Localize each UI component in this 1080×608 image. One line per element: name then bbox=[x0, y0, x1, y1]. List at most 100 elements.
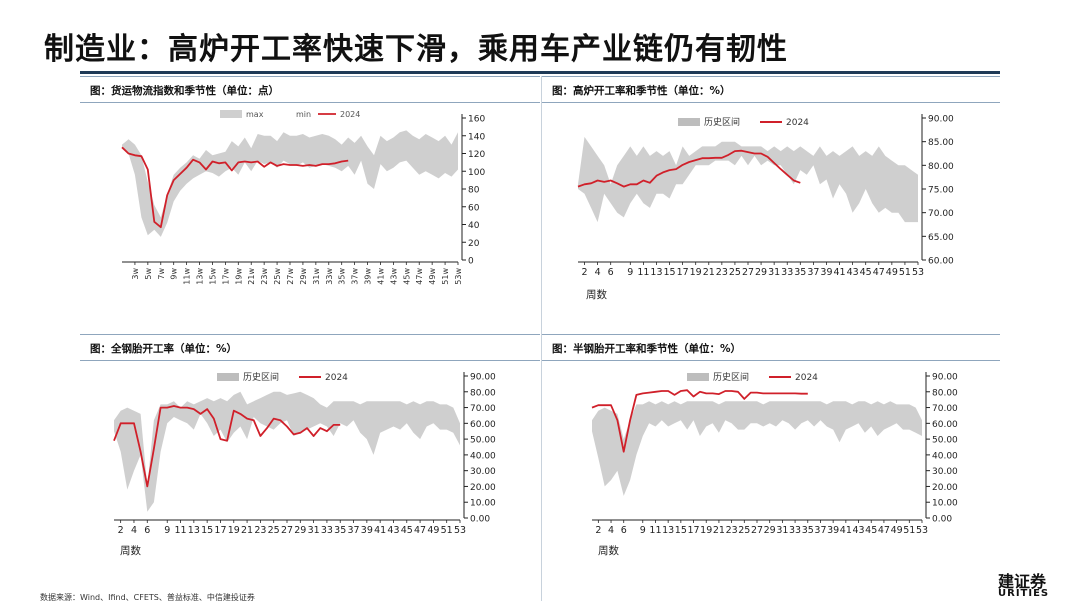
y-tick-label: 50.00 bbox=[932, 436, 958, 446]
y-tick-label: 0.00 bbox=[470, 515, 490, 525]
x-tick-label: 2 bbox=[582, 267, 588, 278]
chart-title: 图：全钢胎开工率（单位：%） bbox=[90, 343, 238, 355]
legend-label: 历史区间 bbox=[713, 371, 749, 383]
x-tick-label: 13 bbox=[650, 267, 662, 278]
broker-logo-text: 建证券 bbox=[998, 572, 1047, 591]
series-line-2024 bbox=[113, 405, 341, 488]
x-tick-label: 33 bbox=[789, 525, 801, 536]
x-tick-label: 11 bbox=[637, 267, 649, 278]
legend-swatch-max bbox=[220, 110, 242, 118]
x-tick-label: 23w bbox=[260, 268, 269, 285]
chart-title: 图：货运物流指数和季节性（单位：点） bbox=[90, 85, 279, 97]
history-range-band bbox=[114, 391, 460, 512]
legend-swatch-min bbox=[278, 110, 292, 118]
x-tick-label: 53 bbox=[454, 525, 466, 536]
x-axis-title: 周数 bbox=[120, 544, 141, 557]
panel-title-rule bbox=[80, 102, 540, 103]
legend-label: 2024 bbox=[325, 373, 348, 383]
x-tick-label: 11 bbox=[174, 525, 186, 536]
x-tick-label: 47w bbox=[415, 268, 424, 285]
legend-label: 2024 bbox=[795, 373, 818, 383]
x-tick-label: 21 bbox=[713, 525, 725, 536]
x-tick-label: 29 bbox=[755, 267, 767, 278]
x-tick-label: 29 bbox=[294, 525, 306, 536]
x-tick-label: 39w bbox=[364, 268, 373, 285]
x-tick-label: 25 bbox=[268, 525, 280, 536]
x-tick-label: 45 bbox=[860, 267, 872, 278]
x-tick-label: 49 bbox=[427, 525, 439, 536]
all-steel-tire-chart: 0.00 10.00 20.00 30.00 40.00 50.00 60.00 70.00 8… bbox=[113, 371, 496, 557]
y-tick-label: 80.00 bbox=[928, 162, 954, 172]
y-tick-label: 70.00 bbox=[932, 404, 958, 414]
panel-freight: 图：货运物流指数和季节性（单位：点） 0 20 40 60 80 100 120 140 160… bbox=[80, 76, 540, 326]
x-tick-label: 15 bbox=[663, 267, 675, 278]
x-tick-label: 51 bbox=[899, 267, 911, 278]
x-tick-label: 11 bbox=[649, 525, 661, 536]
x-tick-label: 25w bbox=[273, 268, 282, 285]
y-tick-label: 100 bbox=[468, 168, 485, 178]
panel-top-rule bbox=[80, 76, 540, 77]
page-title: 制造业：高炉开工率快速下滑，乘用车产业链仍有韧性 bbox=[44, 32, 788, 67]
x-tick-label: 37 bbox=[814, 525, 826, 536]
panel-semi-steel-tire: 图：半钢胎开工率和季节性（单位：%） 0.00 10.00 20.00 30.00 40… bbox=[542, 334, 1000, 584]
x-tick-label: 43 bbox=[852, 525, 864, 536]
x-tick-label: 47 bbox=[414, 525, 426, 536]
x-tick-label: 31w bbox=[312, 268, 321, 285]
x-tick-label: 15 bbox=[675, 525, 687, 536]
x-tick-label: 19 bbox=[690, 267, 702, 278]
y-tick-label: 40.00 bbox=[470, 451, 496, 461]
y-tick-label: 30.00 bbox=[470, 467, 496, 477]
panel-divider bbox=[541, 76, 542, 601]
x-tick-label: 6 bbox=[621, 525, 627, 536]
x-tick-label: 4 bbox=[608, 525, 614, 536]
x-tick-label: 33 bbox=[321, 525, 333, 536]
x-tick-label: 29 bbox=[764, 525, 776, 536]
x-tick-label: 47 bbox=[873, 267, 885, 278]
x-tick-label: 53 bbox=[912, 267, 924, 278]
x-tick-label: 41w bbox=[377, 268, 386, 285]
x-tick-label: 3w bbox=[131, 268, 140, 280]
x-tick-label: 45 bbox=[865, 525, 877, 536]
x-tick-label: 37 bbox=[807, 267, 819, 278]
history-range-band bbox=[578, 136, 918, 223]
y-tick-label: 90.00 bbox=[932, 373, 958, 383]
x-tick-label: 45 bbox=[401, 525, 413, 536]
y-tick-label: 60 bbox=[468, 203, 480, 213]
x-tick-label: 13 bbox=[188, 525, 200, 536]
x-axis-title: 周数 bbox=[598, 544, 619, 557]
x-tick-label: 4 bbox=[131, 525, 137, 536]
panel-blast-furnace: 图：高炉开工率和季节性（单位：%） 60.00 65.00 70.00 75.00 80… bbox=[542, 76, 1000, 326]
x-tick-label: 9 bbox=[164, 525, 170, 536]
semi-steel-tire-chart: 0.00 10.00 20.00 30.00 40.00 50.00 60.00 70.00 8… bbox=[591, 371, 958, 557]
x-tick-label: 25 bbox=[738, 525, 750, 536]
x-tick-label: 17 bbox=[214, 525, 226, 536]
x-tick-label: 51 bbox=[903, 525, 915, 536]
y-tick-label: 120 bbox=[468, 150, 485, 160]
y-tick-label: 80.00 bbox=[932, 388, 958, 398]
x-tick-label: 35 bbox=[794, 267, 806, 278]
x-tick-label: 23 bbox=[254, 525, 266, 536]
x-tick-label: 43 bbox=[847, 267, 859, 278]
x-tick-label: 5w bbox=[144, 268, 153, 280]
x-tick-label: 19 bbox=[228, 525, 240, 536]
title-underline bbox=[80, 71, 1000, 74]
x-tick-label: 21 bbox=[703, 267, 715, 278]
x-tick-label: 9 bbox=[627, 267, 633, 278]
x-tick-label: 49w bbox=[428, 268, 437, 285]
legend-swatch-range bbox=[678, 118, 700, 126]
series-line-2024 bbox=[121, 146, 349, 229]
x-tick-label: 53 bbox=[916, 525, 928, 536]
x-axis-title: 周数 bbox=[586, 288, 607, 301]
x-tick-label: 31 bbox=[308, 525, 320, 536]
x-tick-label: 9 bbox=[640, 525, 646, 536]
y-tick-label: 65.00 bbox=[928, 233, 954, 243]
x-tick-label: 13 bbox=[662, 525, 674, 536]
series-line-2024 bbox=[591, 389, 808, 453]
x-tick-label: 47 bbox=[878, 525, 890, 536]
x-tick-label: 39 bbox=[827, 525, 839, 536]
series-line-2024 bbox=[577, 149, 801, 188]
legend-label: 2024 bbox=[340, 110, 360, 119]
y-tick-label: 30.00 bbox=[932, 467, 958, 477]
x-tick-label: 13w bbox=[196, 268, 205, 285]
